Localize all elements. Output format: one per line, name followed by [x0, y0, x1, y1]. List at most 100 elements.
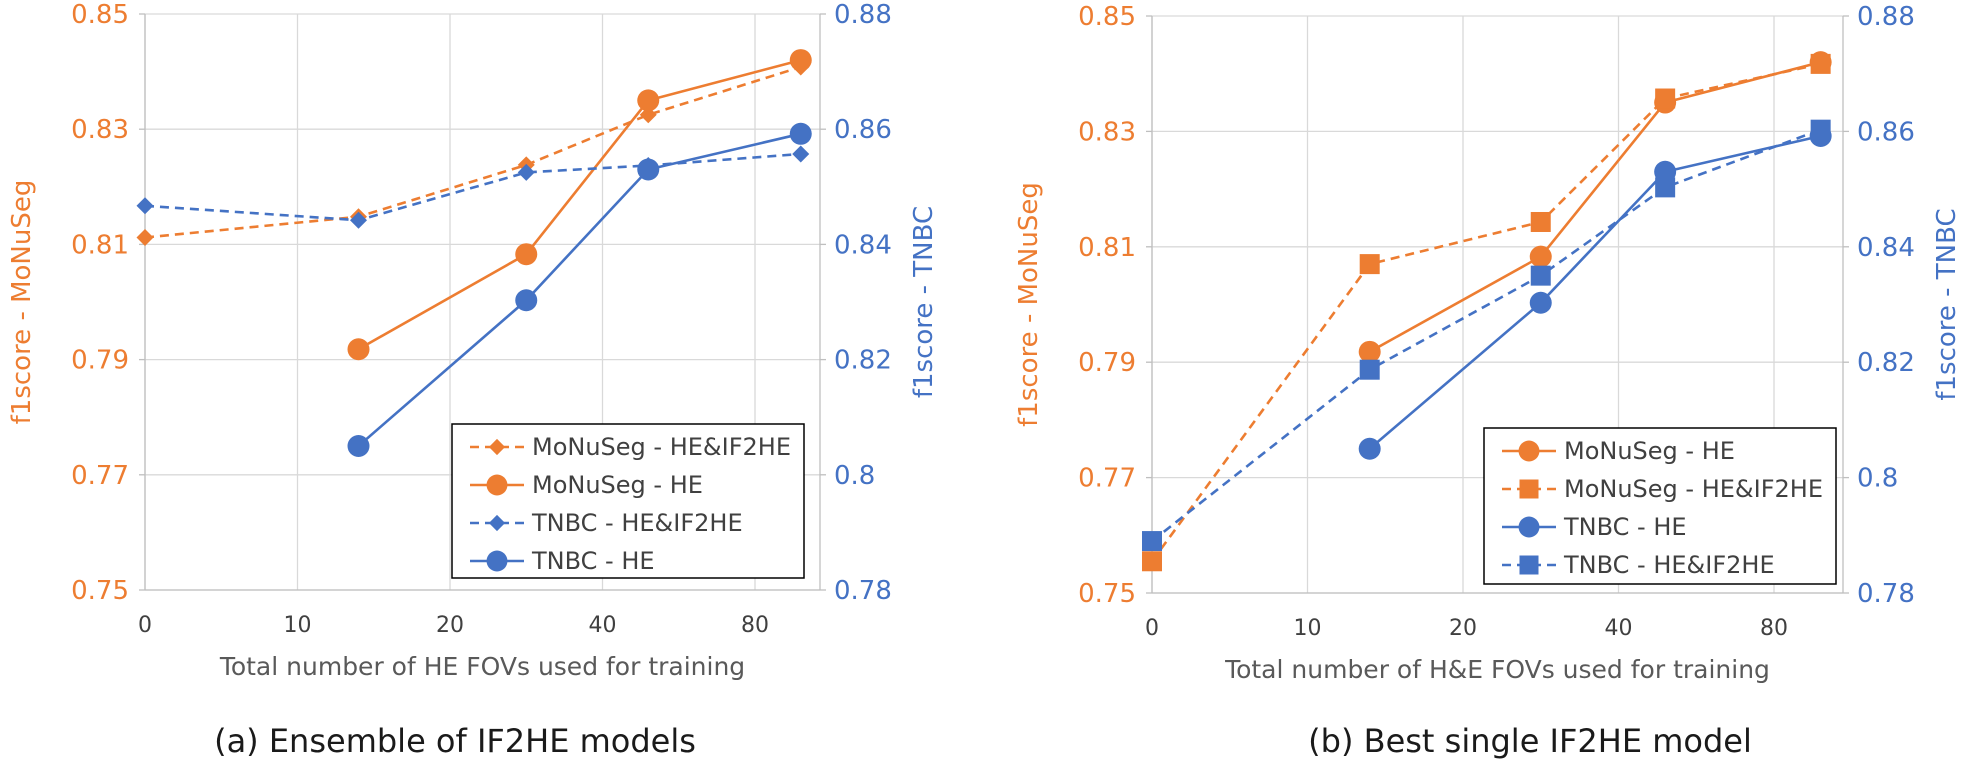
- y-left-tick-label: 0.81: [1078, 233, 1136, 263]
- series-monuseg-he-if2he: [136, 58, 810, 246]
- data-point: [1529, 245, 1552, 268]
- legend-marker: [486, 550, 508, 572]
- data-point: [347, 338, 370, 361]
- series-line: [144, 152, 801, 222]
- y-right-tick-label: 0.8: [834, 461, 875, 491]
- data-point: [136, 197, 154, 215]
- legend-marker: [488, 438, 506, 456]
- data-point: [789, 122, 812, 145]
- data-point: [1142, 551, 1162, 572]
- data-point: [1358, 340, 1381, 363]
- series-line: [357, 58, 802, 351]
- data-point: [347, 435, 370, 457]
- data-point: [1359, 254, 1380, 275]
- data-point: [789, 49, 812, 72]
- chart-legend: MoNuSeg - HE&IF2HE MoNuSeg - HE TNBC - HE&…: [451, 423, 805, 579]
- data-point: [1142, 531, 1162, 552]
- y-left-axis-label: f1score - MoNuSeg: [1014, 182, 1044, 427]
- x-tick-label: 20: [436, 613, 464, 638]
- chart-caption: (a) Ensemble of IF2HE models: [214, 722, 696, 760]
- x-tick-label: 10: [284, 613, 312, 638]
- y-left-tick-label: 0.79: [71, 346, 129, 376]
- legend-label: TNBC - HE&IF2HE: [531, 509, 743, 537]
- y-right-tick-label: 0.88: [834, 0, 892, 30]
- y-right-tick-label: 0.82: [834, 346, 892, 376]
- x-tick-label: 0: [1145, 616, 1159, 641]
- y-left-tick-label: 0.85: [1078, 2, 1136, 32]
- series-line: [357, 132, 802, 447]
- data-point: [1529, 291, 1552, 314]
- y-left-axis-label: f1score - MoNuSeg: [7, 180, 37, 425]
- legend-label: MoNuSeg - HE&IF2HE: [532, 433, 791, 461]
- data-point: [792, 145, 810, 163]
- x-tick-label: 20: [1449, 616, 1477, 641]
- data-point: [637, 158, 660, 181]
- y-right-axis-label: f1score - TNBC: [1932, 208, 1962, 400]
- x-axis-label: Total number of H&E FOVs used for traini…: [1224, 655, 1770, 684]
- x-tick-label: 40: [589, 613, 617, 638]
- y-left-tick-label: 0.81: [71, 230, 129, 260]
- data-point: [1530, 265, 1551, 286]
- legend-label: MoNuSeg - HE: [1564, 437, 1735, 465]
- legend-box: [451, 423, 805, 579]
- y-right-tick-label: 0.86: [834, 115, 892, 145]
- y-right-tick-label: 0.78: [834, 576, 892, 606]
- y-right-tick-label: 0.84: [834, 230, 892, 260]
- series-tnbc-he-if2he: [1142, 119, 1831, 552]
- series-tnbc-he-if2he: [136, 145, 810, 229]
- legend-marker: [488, 514, 506, 532]
- y-left-tick-label: 0.75: [71, 576, 129, 606]
- data-point: [1530, 211, 1551, 232]
- y-right-tick-label: 0.84: [1857, 233, 1915, 263]
- y-left-tick-label: 0.77: [1078, 464, 1136, 494]
- data-point: [515, 289, 538, 312]
- y-left-tick-label: 0.83: [71, 115, 129, 145]
- x-tick-label: 80: [741, 613, 769, 638]
- x-axis-label: Total number of HE FOVs used for trainin…: [219, 652, 745, 681]
- y-right-tick-label: 0.8: [1857, 464, 1898, 494]
- x-tick-label: 0: [138, 613, 152, 638]
- legend-marker: [486, 474, 508, 496]
- data-point: [1358, 437, 1381, 460]
- data-point: [515, 243, 538, 266]
- y-right-tick-label: 0.78: [1857, 579, 1915, 609]
- y-left-tick-label: 0.77: [71, 461, 129, 491]
- data-point: [136, 228, 154, 246]
- chart-caption: (b) Best single IF2HE model: [1308, 722, 1752, 760]
- series-tnbc-he: [1358, 125, 1832, 460]
- data-point: [1359, 359, 1380, 380]
- legend-marker: [1518, 440, 1540, 462]
- legend-label: TNBC - HE: [1563, 513, 1687, 541]
- data-point: [517, 163, 535, 181]
- legend-label: TNBC - HE: [531, 547, 655, 575]
- legend-label: MoNuSeg - HE: [532, 471, 703, 499]
- series-line: [1369, 60, 1821, 353]
- series-monuseg-he: [1358, 51, 1832, 363]
- legend-marker: [1519, 479, 1539, 499]
- data-point: [1655, 177, 1676, 198]
- y-left-tick-label: 0.75: [1078, 579, 1136, 609]
- y-left-tick-label: 0.85: [71, 0, 129, 30]
- legend-marker: [1519, 555, 1539, 575]
- series-monuseg-he: [347, 49, 812, 361]
- data-point: [1810, 119, 1831, 140]
- x-tick-label: 40: [1605, 616, 1633, 641]
- x-tick-label: 10: [1294, 616, 1322, 641]
- series-tnbc-he: [347, 122, 812, 457]
- y-right-tick-label: 0.86: [1857, 117, 1915, 147]
- y-right-tick-label: 0.82: [1857, 348, 1915, 378]
- data-point: [1810, 53, 1831, 74]
- data-point: [639, 106, 657, 124]
- data-point: [637, 89, 660, 112]
- y-right-axis-label: f1score - TNBC: [909, 206, 939, 398]
- data-point: [1654, 160, 1677, 183]
- y-left-tick-label: 0.83: [1078, 117, 1136, 147]
- x-tick-label: 80: [1760, 616, 1788, 641]
- data-point: [1655, 88, 1676, 109]
- legend-label: MoNuSeg - HE&IF2HE: [1564, 475, 1823, 503]
- legend-label: TNBC - HE&IF2HE: [1563, 551, 1775, 579]
- series-monuseg-he-if2he: [1142, 53, 1831, 572]
- legend-marker: [1518, 516, 1540, 538]
- chart-panel-a: 0.75 0.77 0.79 0.81 0.83 0.85 0.78 0.8 0.82 0.84 0…: [7, 0, 939, 760]
